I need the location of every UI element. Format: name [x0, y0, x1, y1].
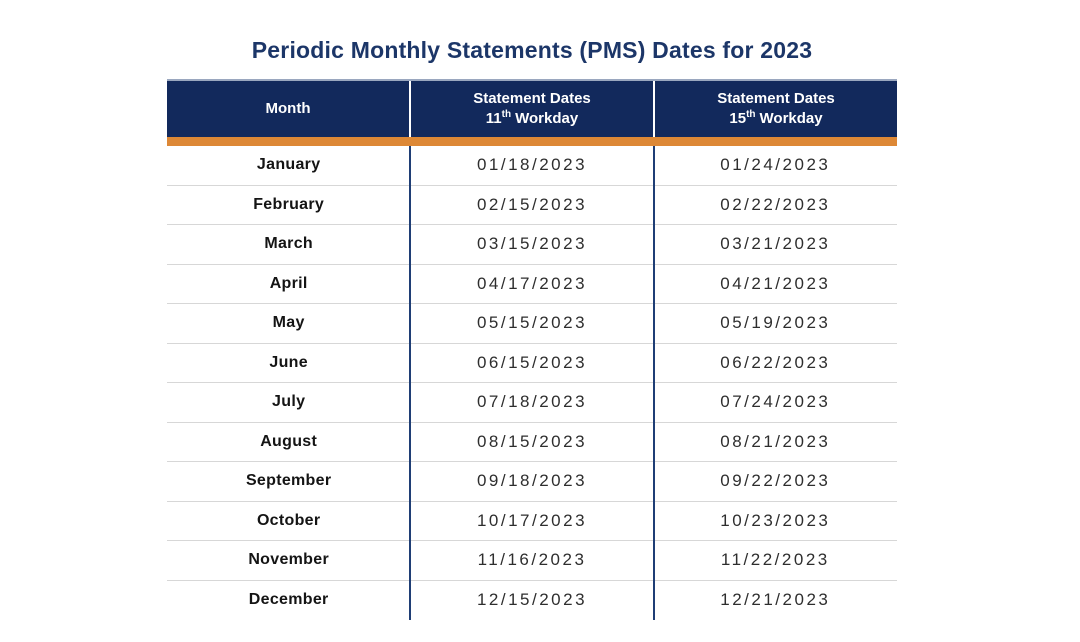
- workday11-cell: 04/17/2023: [476, 273, 588, 293]
- table-row: April 04/17/2023 04/21/2023: [167, 265, 897, 304]
- column-header-month: Month: [167, 81, 409, 137]
- workday15-cell: 02/22/2023: [720, 194, 831, 214]
- ordinal-superscript: th: [746, 109, 756, 120]
- column-header-workday15: Statement Dates 15th Workday: [653, 81, 897, 137]
- column-header-workday11-line2: 11th Workday: [485, 109, 579, 128]
- pms-dates-table: Month Statement Dates 11th Workday Statem…: [167, 79, 897, 620]
- workday11-cell: 06/15/2023: [476, 352, 588, 372]
- workday15-cell: 01/24/2023: [720, 155, 831, 175]
- workday11-cell: 02/15/2023: [476, 194, 588, 214]
- column-header-workday15-line1: Statement Dates: [717, 90, 835, 107]
- workday15-cell: 07/24/2023: [720, 392, 831, 412]
- month-cell: December: [248, 591, 329, 609]
- column-header-workday11-line1: Statement Dates: [473, 90, 591, 107]
- table-row: October 10/17/2023 10/23/2023: [167, 502, 897, 541]
- workday15-cell: 12/21/2023: [720, 590, 831, 610]
- workday11-cell: 11/16/2023: [477, 550, 587, 570]
- month-cell: September: [245, 472, 332, 490]
- table-row: July 07/18/2023 07/24/2023: [167, 383, 897, 423]
- table-body: January 01/18/2023 01/24/2023 February 0…: [167, 146, 897, 620]
- table-row: May 05/15/2023 05/19/2023: [167, 304, 897, 344]
- table-row: August 08/15/2023 08/21/2023: [167, 423, 897, 462]
- accent-bar: [167, 137, 897, 146]
- workday15-cell: 08/21/2023: [720, 431, 831, 451]
- month-cell: January: [256, 156, 321, 174]
- month-cell: April: [269, 274, 308, 292]
- table-row: February 02/15/2023 02/22/2023: [167, 186, 897, 225]
- table-row: September 09/18/2023 09/22/2023: [167, 462, 897, 502]
- workday11-cell: 03/15/2023: [476, 234, 588, 254]
- table-row: June 06/15/2023 06/22/2023: [167, 344, 897, 383]
- table-row: January 01/18/2023 01/24/2023: [167, 146, 897, 186]
- month-cell: June: [269, 353, 308, 371]
- column-header-month-label: Month: [265, 100, 311, 117]
- month-cell: October: [256, 511, 321, 529]
- table-header-row: Month Statement Dates 11th Workday Statem…: [167, 79, 897, 137]
- month-cell: November: [248, 551, 329, 569]
- workday15-cell: 09/22/2023: [720, 471, 831, 491]
- month-cell: August: [260, 432, 318, 450]
- workday15-cell: 04/21/2023: [720, 273, 831, 293]
- table-row: March 03/15/2023 03/21/2023: [167, 225, 897, 265]
- ordinal-superscript: th: [501, 109, 512, 120]
- table-row: November 11/16/2023 11/22/2023: [167, 541, 897, 581]
- column-divider: [652, 146, 655, 620]
- workday11-cell: 07/18/2023: [476, 392, 588, 412]
- workday15-cell: 10/23/2023: [720, 510, 831, 530]
- workday15-cell: 05/19/2023: [720, 313, 831, 333]
- workday11-cell: 01/18/2023: [476, 155, 588, 175]
- workday15-cell: 03/21/2023: [720, 234, 831, 254]
- workday15-cell: 06/22/2023: [720, 352, 831, 372]
- month-cell: May: [272, 314, 305, 332]
- column-header-workday11: Statement Dates 11th Workday: [409, 81, 653, 137]
- month-cell: February: [253, 195, 325, 213]
- month-cell: July: [272, 393, 306, 411]
- page-title: Periodic Monthly Statements (PMS) Dates …: [251, 37, 813, 63]
- workday11-cell: 05/15/2023: [476, 313, 588, 333]
- workday11-cell: 10/17/2023: [476, 510, 588, 530]
- month-cell: March: [264, 235, 313, 253]
- column-divider: [409, 146, 412, 620]
- column-header-workday15-line2: 15th Workday: [729, 109, 823, 128]
- workday15-cell: 11/22/2023: [720, 550, 830, 570]
- workday11-cell: 12/15/2023: [476, 590, 588, 610]
- workday11-cell: 08/15/2023: [476, 431, 588, 451]
- workday11-cell: 09/18/2023: [476, 471, 588, 491]
- table-row: December 12/15/2023 12/21/2023: [167, 581, 897, 621]
